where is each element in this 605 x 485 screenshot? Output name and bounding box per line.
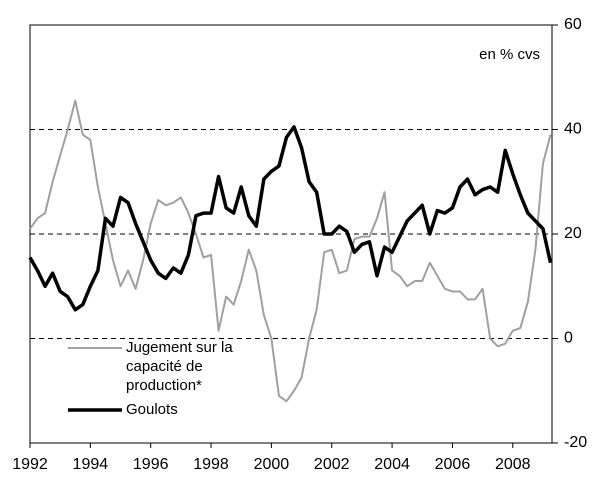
y-tick-label: -20 bbox=[564, 434, 587, 451]
x-tick-label: 1992 bbox=[12, 456, 48, 473]
x-tick-label: 2006 bbox=[435, 456, 471, 473]
x-tick-label: 1998 bbox=[193, 456, 229, 473]
legend-label: Goulots bbox=[126, 401, 178, 418]
legend-label: Jugement sur la capacité de production* bbox=[126, 339, 233, 394]
y-tick-label: 20 bbox=[564, 225, 582, 242]
y-tick-label: 0 bbox=[564, 330, 573, 347]
series-line bbox=[28, 125, 553, 312]
y-tick-label: 40 bbox=[564, 121, 582, 138]
plot-frame bbox=[29, 24, 553, 444]
x-tick-label: 2000 bbox=[254, 456, 290, 473]
x-tick-label: 2004 bbox=[374, 456, 410, 473]
unit-annotation: en % cvs bbox=[479, 46, 540, 63]
x-tick-label: 2002 bbox=[314, 456, 350, 473]
y-tick-label: 60 bbox=[564, 16, 582, 33]
x-tick-label: 1996 bbox=[133, 456, 169, 473]
x-tick-label: 1994 bbox=[73, 456, 109, 473]
series-line bbox=[29, 99, 552, 403]
x-tick-label: 2008 bbox=[495, 456, 531, 473]
